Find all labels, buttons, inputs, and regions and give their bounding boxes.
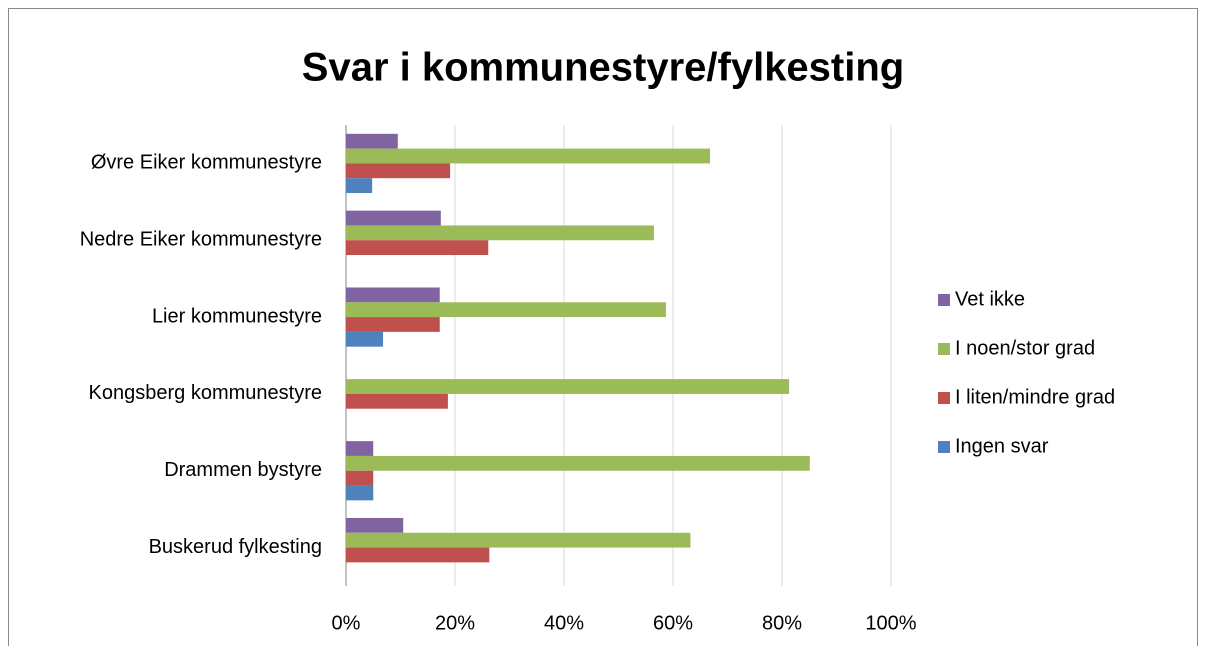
bar	[346, 287, 440, 303]
bar	[346, 240, 489, 256]
x-tick-label: 100%	[865, 612, 916, 634]
y-tick-label: Kongsberg kommunestyre	[89, 382, 322, 404]
chart-title: Svar i kommunestyre/fylkesting	[302, 46, 904, 90]
y-tick-label: Drammen bystyre	[164, 459, 322, 481]
x-tick-label: 20%	[435, 612, 475, 634]
x-tick-label: 80%	[762, 612, 802, 634]
x-tick-label: 0%	[332, 612, 361, 634]
bar	[346, 379, 790, 394]
legend-label: Ingen svar	[955, 435, 1049, 457]
bar	[346, 302, 666, 318]
bar	[346, 470, 374, 486]
bar	[346, 547, 490, 563]
bar	[346, 163, 451, 179]
x-tick-label: 40%	[544, 612, 584, 634]
bar	[346, 178, 373, 194]
bar	[346, 393, 448, 409]
bar	[346, 148, 711, 164]
bar	[346, 225, 654, 241]
bar	[346, 455, 810, 471]
legend-label: Vet ikke	[955, 288, 1025, 310]
y-tick-label: Buskerud fylkesting	[149, 536, 322, 558]
legend-swatch	[938, 343, 950, 355]
bar	[346, 517, 404, 533]
bar	[346, 133, 398, 149]
bar	[346, 532, 691, 548]
bar	[346, 485, 374, 501]
y-tick-label: Øvre Eiker kommunestyre	[91, 152, 322, 174]
y-tick-label: Nedre Eiker kommunestyre	[80, 229, 322, 251]
legend-swatch	[938, 392, 950, 404]
legend-swatch	[938, 441, 950, 453]
legend-label: I liten/mindre grad	[955, 386, 1115, 408]
x-tick-label: 60%	[653, 612, 693, 634]
legend-swatch	[938, 294, 950, 306]
bar	[346, 441, 374, 456]
y-tick-label: Lier kommunestyre	[152, 305, 322, 327]
legend-label: I noen/stor grad	[955, 337, 1095, 359]
bar	[346, 317, 440, 332]
bar	[346, 210, 441, 226]
bar	[346, 331, 384, 347]
